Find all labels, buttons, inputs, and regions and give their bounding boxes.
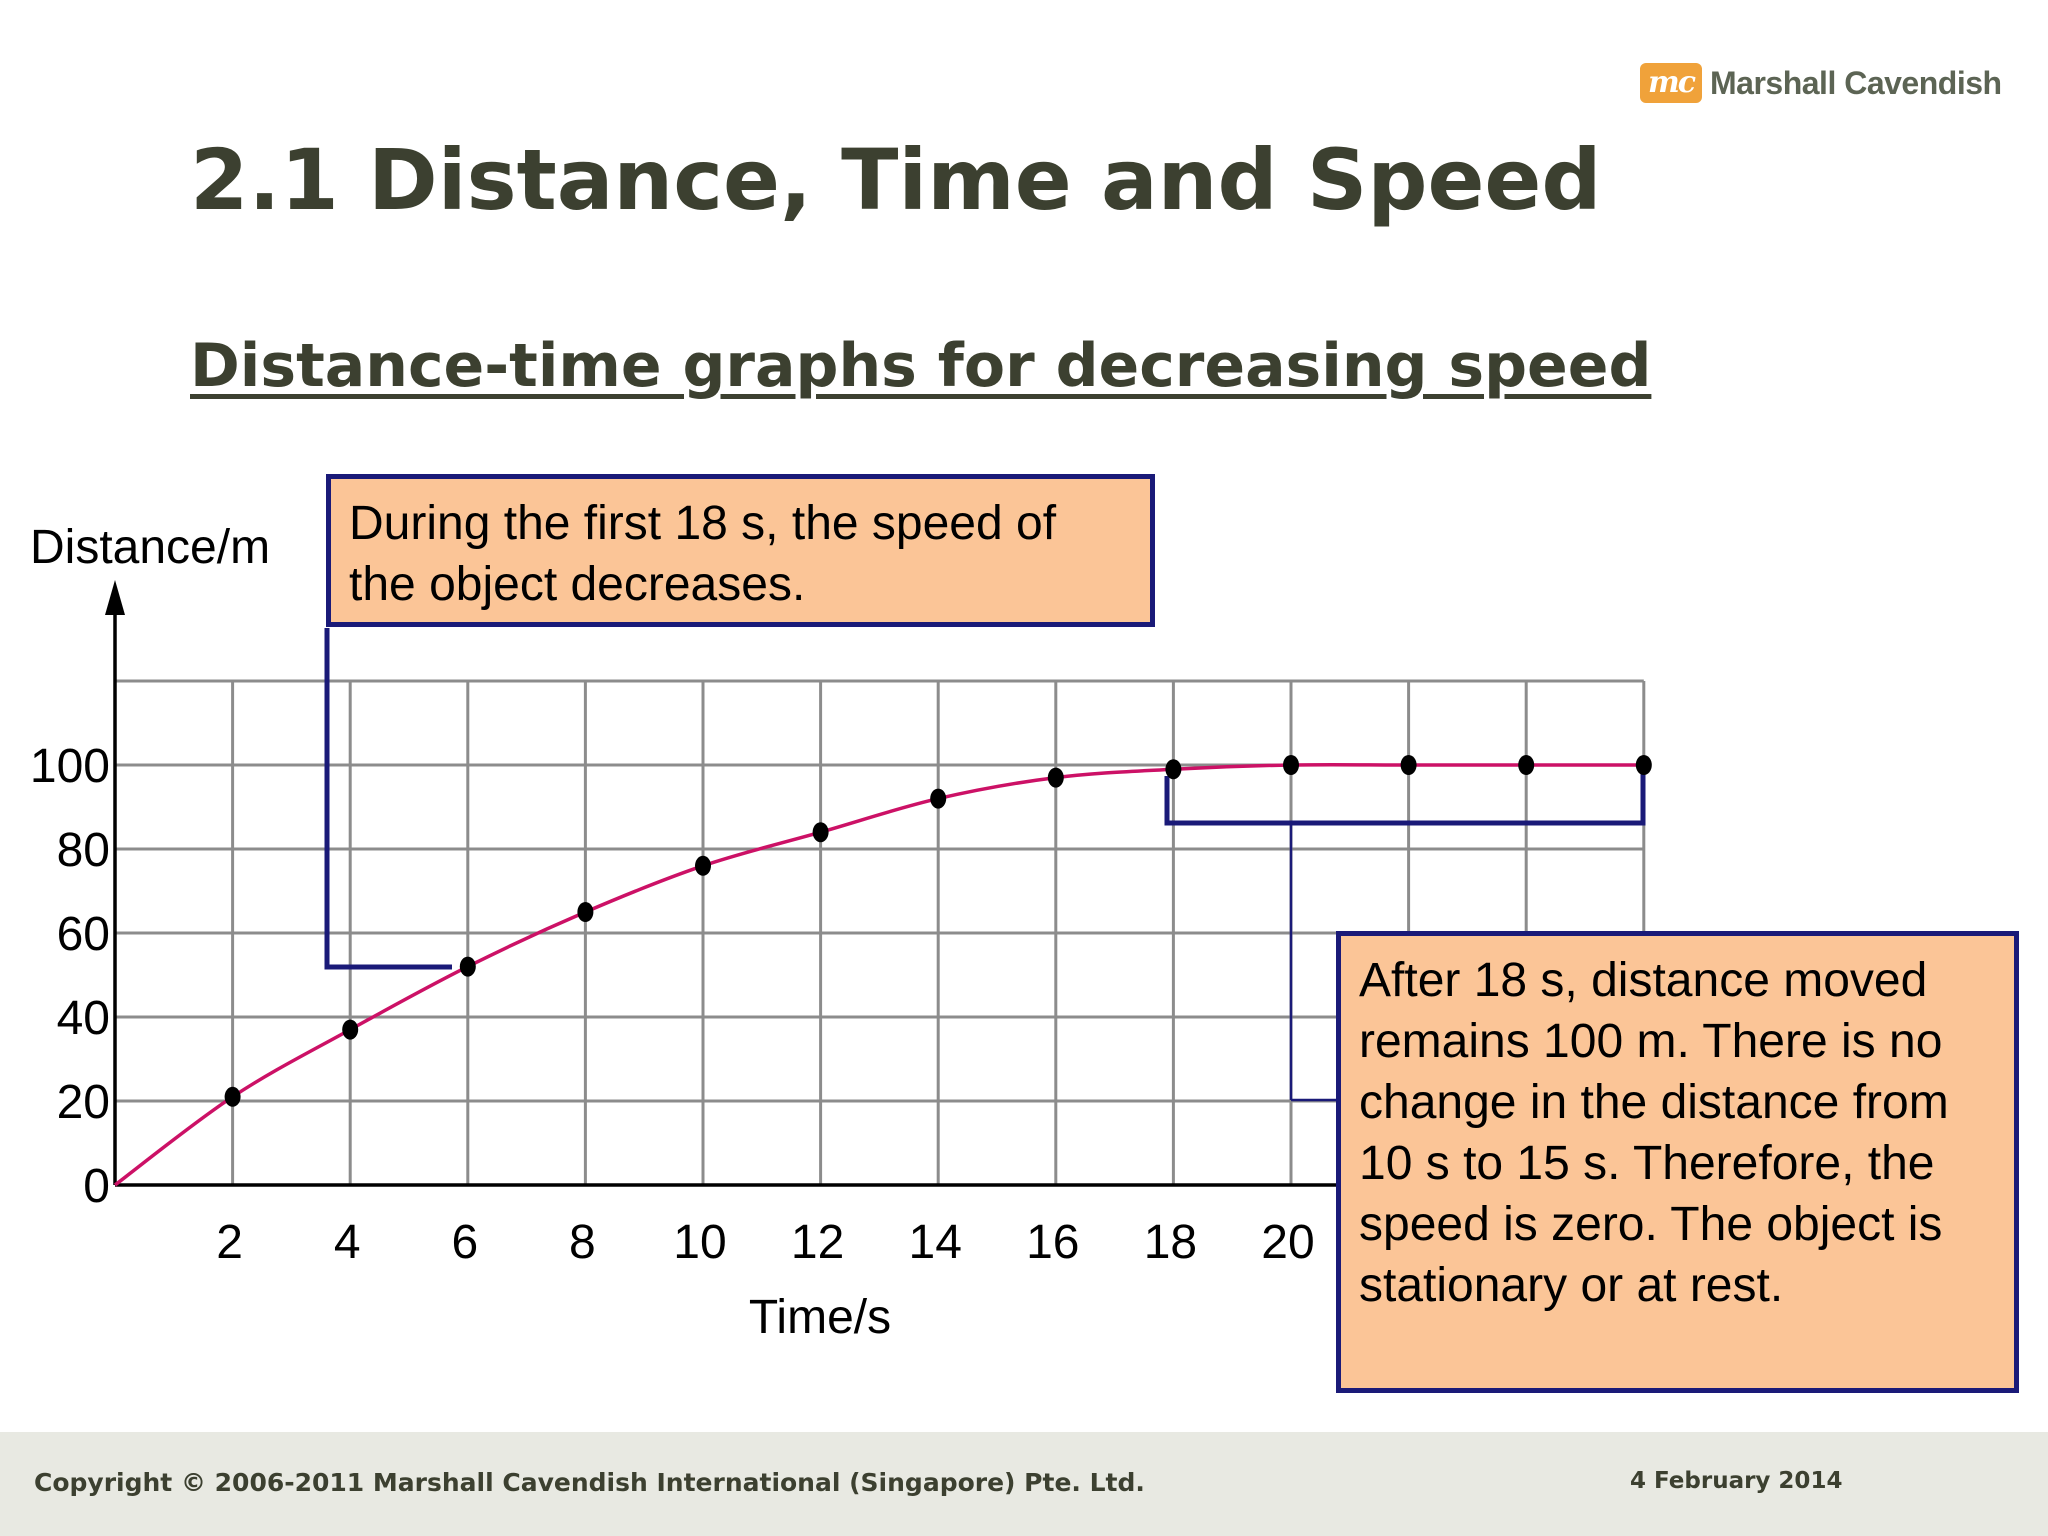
- copyright-text: Copyright © 2006-2011 Marshall Cavendish…: [34, 1468, 1145, 1497]
- x-tick-label: 16: [1026, 1216, 1079, 1269]
- data-point: [342, 1019, 359, 1040]
- x-tick-label: 12: [791, 1216, 844, 1269]
- data-point: [1518, 755, 1535, 775]
- x-axis-label: Time/s: [749, 1291, 891, 1344]
- x-tick-label: 8: [569, 1216, 596, 1269]
- x-tick-label: 20: [1261, 1216, 1314, 1269]
- footer-bar: Copyright © 2006-2011 Marshall Cavendish…: [0, 1432, 2048, 1536]
- logo-mark: mc: [1640, 63, 1702, 103]
- callout-decreasing-speed: During the first 18 s, the speed of the …: [326, 474, 1155, 627]
- callout-at-rest-text: After 18 s, distance moved remains 100 m…: [1359, 954, 1949, 1312]
- data-point: [1635, 755, 1652, 775]
- y-tick-label: 100: [30, 740, 110, 793]
- y-tick-label: 20: [57, 1076, 110, 1129]
- y-tick-label: 80: [57, 824, 110, 877]
- data-points: [224, 755, 1652, 1107]
- x-tick-label: 14: [909, 1216, 962, 1269]
- data-point: [459, 956, 476, 977]
- y-axis-arrowhead: [105, 580, 125, 615]
- bracket-after-18s: [1164, 770, 1646, 826]
- data-point: [1400, 755, 1417, 775]
- callout-decreasing-speed-text: During the first 18 s, the speed of the …: [349, 497, 1057, 611]
- x-tick-label: 6: [451, 1216, 478, 1269]
- callout-at-rest: After 18 s, distance moved remains 100 m…: [1336, 931, 2019, 1393]
- publisher-logo: mc Marshall Cavendish: [1640, 62, 2002, 104]
- data-point: [695, 855, 711, 876]
- data-point: [577, 902, 594, 922]
- callout-brackets: [324, 628, 1646, 1102]
- data-point: [224, 1086, 241, 1107]
- data-point: [930, 788, 947, 809]
- x-tick-label: 2: [216, 1216, 243, 1269]
- tick-labels: 2 4 6 8 10 12 14 16 18 20 0 20 40 60 80 100: [30, 740, 1315, 1269]
- x-tick-label: 4: [334, 1216, 361, 1269]
- x-tick-label: 18: [1144, 1216, 1197, 1269]
- slide-subtitle: Distance-time graphs for decreasing spee…: [190, 331, 1652, 401]
- data-point: [1047, 767, 1064, 788]
- bracket-first-18s: [324, 628, 452, 970]
- data-point: [1165, 759, 1182, 780]
- slide-title: 2.1 Distance, Time and Speed: [190, 131, 1602, 229]
- data-point: [1283, 755, 1299, 775]
- y-tick-label: 40: [57, 992, 110, 1045]
- x-tick-label: 10: [673, 1216, 726, 1269]
- y-tick-label: 60: [57, 908, 110, 961]
- y-axis-label: Distance/m: [30, 521, 270, 574]
- y-tick-label: 0: [83, 1160, 110, 1213]
- data-point: [812, 822, 829, 843]
- logo-text: Marshall Cavendish: [1710, 64, 2002, 101]
- slide-date: 4 February 2014: [1630, 1468, 1843, 1494]
